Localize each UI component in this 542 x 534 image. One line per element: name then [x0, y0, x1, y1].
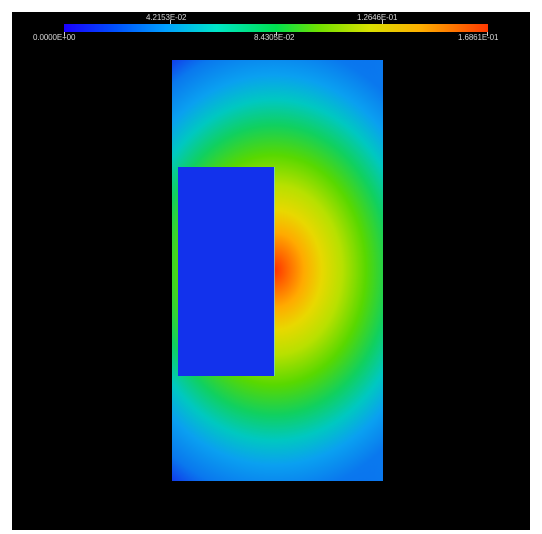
inner-block-region	[178, 167, 274, 376]
colorbar-tick-label-top-2: 1.2646E-01	[357, 13, 398, 22]
field-contour-svg	[172, 60, 383, 481]
colorbar-tick-label-bottom-3: 1.6861E-01	[458, 33, 499, 42]
colorbar-tick-label-bottom-1: 0.0000E+00	[33, 33, 76, 42]
render-viewport[interactable]: 4.2153E-02 1.2646E-01 0.0000E+00 8.4305E…	[12, 12, 530, 530]
colorbar-tick	[487, 32, 488, 36]
colorbar-tick	[170, 20, 171, 24]
colorbar-legend: 4.2153E-02 1.2646E-01 0.0000E+00 8.4305E…	[12, 12, 530, 52]
colorbar-gradient	[64, 20, 488, 36]
colorbar-tick	[64, 32, 65, 36]
colorbar-tick	[382, 20, 383, 24]
contour-plot[interactable]	[172, 60, 383, 481]
colorbar-tick-label-top-1: 4.2153E-02	[146, 13, 187, 22]
colorbar-tick	[276, 32, 277, 36]
colorbar-tick-label-bottom-2: 8.4305E-02	[254, 33, 295, 42]
